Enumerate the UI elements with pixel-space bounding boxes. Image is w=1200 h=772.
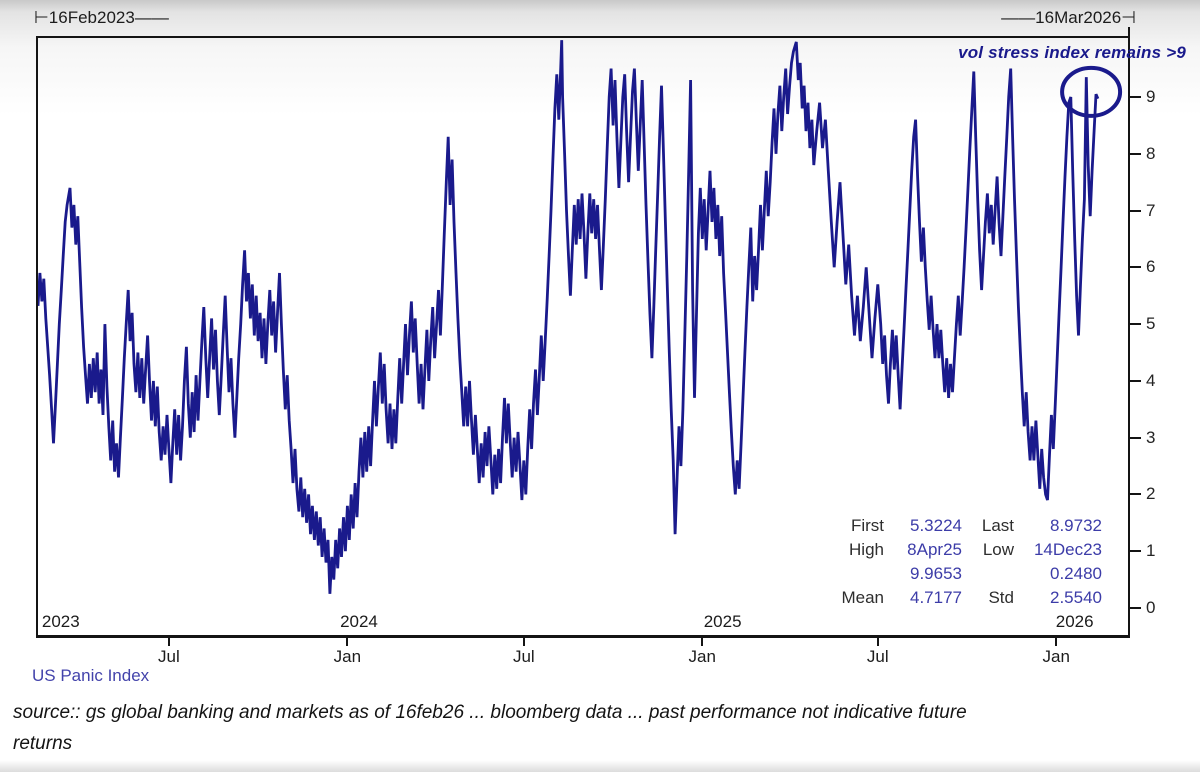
plot-border-bottom <box>38 635 1130 638</box>
y-tick-label: 2 <box>1146 484 1156 504</box>
stats-label: Mean <box>841 588 884 607</box>
y-tick-label: 4 <box>1146 370 1156 390</box>
y-tick-label: 0 <box>1146 598 1156 617</box>
y-tick-label: 5 <box>1146 314 1156 334</box>
stats-box: First 5.3224 Last 8.9732 High 8Apr25 Low 14Dec2… <box>814 514 1102 610</box>
y-axis-line <box>1128 36 1130 638</box>
stats-label: High <box>849 540 884 559</box>
y-tick-mark <box>1128 152 1141 155</box>
y-tick-mark <box>1128 607 1141 609</box>
stats-value: 5.3224 <box>910 516 962 535</box>
y-tick-label: 8 <box>1146 143 1156 163</box>
source-line-1: source:: gs global banking and markets a… <box>13 702 967 723</box>
y-axis-top-tick <box>1128 27 1130 36</box>
year-label: 2026 <box>1055 612 1094 631</box>
x-tick-mark <box>1055 635 1058 646</box>
stats-value: 14Dec23 <box>1033 540 1102 559</box>
y-tick-label: 6 <box>1146 257 1156 277</box>
stats-label <box>814 562 884 586</box>
y-tick-label: 3 <box>1146 427 1156 447</box>
x-tick-mark <box>876 635 879 646</box>
range-start-label: ⊢16Feb2023—— <box>34 8 169 27</box>
annotation-text: vol stress index remains >9 <box>958 43 1186 62</box>
x-tick-label: Jul <box>866 647 889 666</box>
stats-label <box>962 562 1014 586</box>
x-tick-label: Jan <box>688 647 716 666</box>
x-tick-mark <box>701 635 704 646</box>
x-tick-label: Jan <box>333 647 362 666</box>
source-line-2: returns <box>13 733 73 754</box>
stats-label: Low <box>982 540 1014 559</box>
stats-label: First <box>850 516 884 535</box>
x-tick-label: Jan <box>1042 647 1070 666</box>
series-line <box>38 40 1100 594</box>
stats-value: 2.5540 <box>1050 588 1102 607</box>
highlight-circle-annotation <box>1060 65 1123 118</box>
y-tick-mark <box>1128 436 1141 439</box>
y-tick-label: 9 <box>1146 87 1156 106</box>
stats-value: 4.7177 <box>910 588 962 607</box>
x-tick-mark <box>167 635 170 646</box>
y-tick-mark <box>1128 550 1141 553</box>
stats-value: 9.9653 <box>910 564 962 583</box>
plot-border-left <box>36 36 38 638</box>
x-tick-mark <box>346 635 349 646</box>
year-label: 2024 <box>340 612 378 631</box>
plot-area <box>38 38 1128 635</box>
x-tick-label: Jul <box>158 647 180 666</box>
stats-label: Last <box>981 516 1014 535</box>
y-tick-mark <box>1128 266 1141 269</box>
x-tick-mark <box>522 635 525 646</box>
y-tick-mark <box>1128 379 1141 382</box>
year-label: 2023 <box>41 612 80 631</box>
plot-border-top <box>38 36 1130 38</box>
stats-value: 0.2480 <box>1050 564 1102 583</box>
stats-value: 8Apr25 <box>907 540 962 559</box>
y-tick-label: 7 <box>1146 200 1156 220</box>
series-title: US Panic Index <box>32 666 150 685</box>
stats-label: Std <box>988 588 1014 607</box>
x-tick-label: Jul <box>512 647 535 666</box>
y-tick-mark <box>1128 209 1141 212</box>
y-tick-mark <box>1128 493 1141 496</box>
series-svg <box>38 40 1123 594</box>
y-tick-mark <box>1128 96 1141 98</box>
range-end-label: ——16Mar2026⊣ <box>1001 8 1136 27</box>
y-tick-label: 1 <box>1146 541 1156 561</box>
year-label: 2025 <box>703 612 742 631</box>
stats-value: 8.9732 <box>1050 516 1102 535</box>
y-tick-mark <box>1128 323 1141 326</box>
